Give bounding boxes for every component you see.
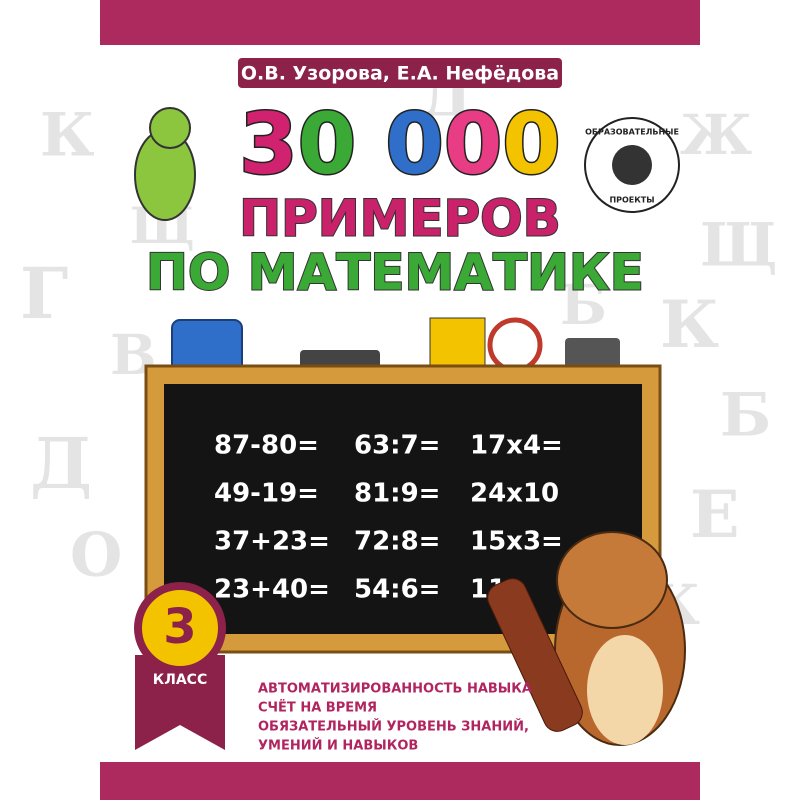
example: 23+40= xyxy=(214,575,330,605)
feature: УМЕНИЙ И НАВЫКОВ xyxy=(258,738,418,754)
svg-text:Е: Е xyxy=(690,477,740,553)
beaver xyxy=(487,531,686,746)
example: 87-80= xyxy=(214,431,319,461)
feature: ОБЯЗАТЕЛЬНЫЙ УРОВЕНЬ ЗНАНИЙ, xyxy=(258,719,529,735)
svg-text:К: К xyxy=(40,101,95,171)
svg-text:Б: Б xyxy=(720,381,771,451)
author-bar xyxy=(238,58,562,88)
board-examples: 87-80= 49-19= 37+23= 23+40= 63:7= 81:9= 72:8= 5… xyxy=(214,431,563,605)
feature: СЧЁТ НА ВРЕМЯ xyxy=(258,700,377,716)
grade-label: КЛАСС xyxy=(153,672,207,688)
svg-text:К: К xyxy=(660,287,719,363)
example: 63:7= xyxy=(354,431,440,461)
example: 49-19= xyxy=(214,479,319,509)
title-number: 30 000 xyxy=(239,95,561,193)
top-band xyxy=(100,0,700,45)
example: 54:6= xyxy=(354,575,440,605)
example: 81:9= xyxy=(354,479,440,509)
title-line1: ПРИМЕРОВ xyxy=(239,190,561,248)
example: 15x3= xyxy=(470,527,563,557)
publisher-badge: ОБРАЗОВАТЕЛЬНЫЕ ПРОЕКТЫ xyxy=(584,117,680,213)
title-line2: ПО МАТЕМАТИКЕ xyxy=(146,244,644,302)
svg-text:О: О xyxy=(70,521,122,591)
bottom-band xyxy=(100,762,700,800)
authors: О.В. Узорова, Е.А. Нефёдова xyxy=(241,63,559,85)
publisher-line1: ОБРАЗОВАТЕЛЬНЫЕ xyxy=(585,128,679,137)
svg-text:Д: Д xyxy=(30,422,92,505)
svg-text:Щ: Щ xyxy=(700,211,778,281)
feature: АВТОМАТИЗИРОВАННОСТЬ НАВЫКА xyxy=(258,682,532,697)
svg-text:Ж: Ж xyxy=(680,102,752,167)
svg-text:Г: Г xyxy=(20,252,68,335)
example: 24x10 xyxy=(470,479,559,509)
example: 17x4= xyxy=(470,431,563,461)
grade-ribbon: 3 КЛАСС xyxy=(134,582,226,750)
publisher-line2: ПРОЕКТЫ xyxy=(609,196,654,205)
lizard xyxy=(134,107,196,221)
svg-text:Б: Б xyxy=(560,272,607,337)
grade-number: 3 xyxy=(163,599,196,655)
features: АВТОМАТИЗИРОВАННОСТЬ НАВЫКА СЧЁТ НА ВРЕМЯ… xyxy=(258,682,532,754)
example: 37+23= xyxy=(214,527,330,557)
example: 72:8= xyxy=(354,527,440,557)
